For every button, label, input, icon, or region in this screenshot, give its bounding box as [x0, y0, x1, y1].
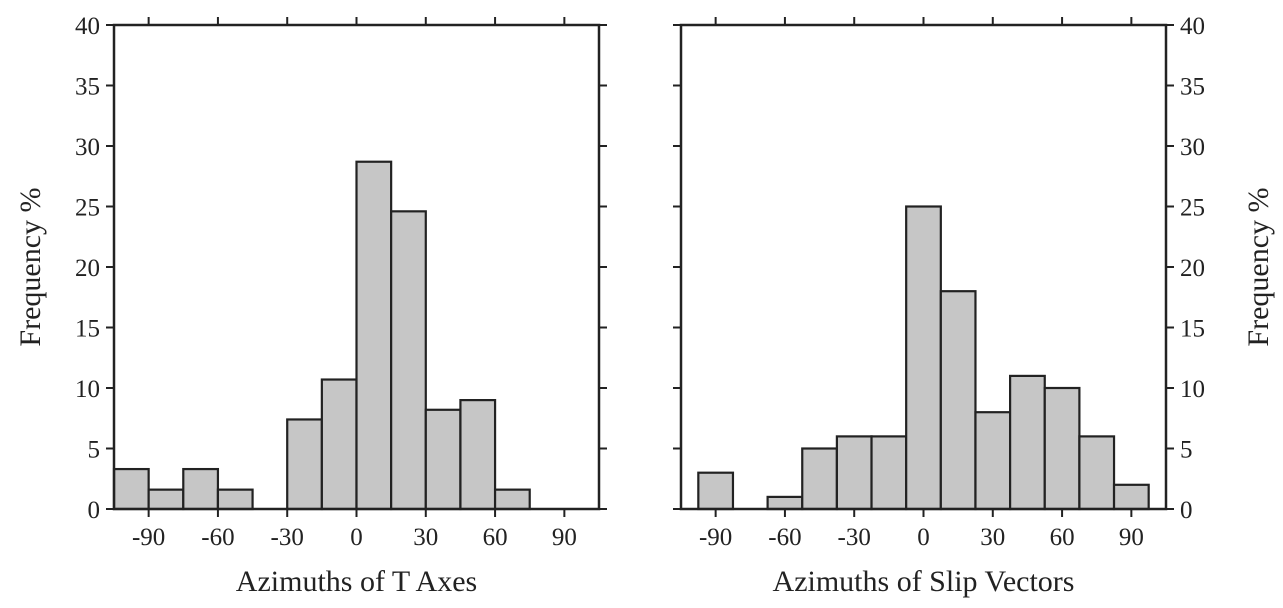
histogram-bar — [355, 160, 393, 511]
y-tick-label: 20 — [1180, 255, 1205, 282]
x-tick-label: -90 — [132, 524, 165, 551]
histogram-bar — [390, 210, 427, 511]
histogram-bar — [801, 447, 838, 511]
histogram-bar — [939, 290, 977, 511]
x-tick-label: 30 — [413, 524, 438, 551]
x-tick-label: -90 — [699, 524, 732, 551]
histogram-bar — [424, 408, 462, 511]
x-tick-label: 90 — [1119, 524, 1144, 551]
y-tick-label: 15 — [75, 316, 100, 343]
chart-panel-2: 0 5 10 15 20 25 30 35 40 -90 -60 -30 0 30 60 90 Azimuths… — [673, 13, 1275, 598]
x-tick-label: -30 — [838, 524, 871, 551]
x-tick-label: 60 — [483, 524, 508, 551]
y-tick-label: 40 — [75, 13, 100, 40]
y-axis-label: Frequency % — [1242, 187, 1275, 346]
x-tick-label: -30 — [271, 524, 304, 551]
histogram-bar — [286, 418, 323, 511]
x-tick-label: -60 — [768, 524, 801, 551]
y-tick-label: 5 — [1180, 437, 1193, 464]
y-tick-label: 35 — [1180, 74, 1205, 101]
y-tick-label: 5 — [88, 437, 101, 464]
y-tick-label: 30 — [1180, 134, 1205, 161]
y-tick-label: 30 — [75, 134, 100, 161]
y-tick-label: 10 — [75, 376, 100, 403]
histogram-bar — [697, 471, 735, 511]
x-tick-label: 0 — [917, 524, 930, 551]
y-tick-label: 35 — [75, 74, 100, 101]
histogram-bar — [870, 435, 908, 511]
y-tick-label: 25 — [75, 195, 100, 222]
histogram-bar — [974, 411, 1012, 511]
histogram-bar — [320, 378, 358, 511]
histogram-bar — [147, 488, 185, 511]
histogram-bar — [1009, 374, 1046, 511]
x-tick-label: 30 — [980, 524, 1005, 551]
y-tick-label: 25 — [1180, 195, 1205, 222]
histogram-bar — [493, 488, 531, 511]
histogram-bar — [905, 205, 942, 511]
histogram-bar — [1043, 386, 1081, 511]
x-tick-label: 60 — [1050, 524, 1075, 551]
x-axis-label: Azimuths of Slip Vectors — [773, 565, 1075, 598]
y-tick-label: 20 — [75, 255, 100, 282]
y-tick-label: 0 — [1180, 497, 1193, 524]
x-tick-label: 90 — [552, 524, 577, 551]
y-tick-label: 10 — [1180, 376, 1205, 403]
y-tick-label: 15 — [1180, 316, 1205, 343]
histogram-bar — [459, 399, 497, 511]
chart-panel-1: 0 5 10 15 20 25 30 35 40 -90 -60 -30 0 30 60 90 Azimuths… — [14, 13, 607, 598]
histogram-bar — [835, 435, 873, 511]
histogram-bar — [216, 488, 254, 511]
histogram-bar — [766, 495, 804, 511]
y-tick-label: 0 — [88, 497, 101, 524]
histogram-bar — [182, 467, 220, 511]
histogram-bar — [1112, 483, 1150, 511]
histogram-bar — [112, 467, 150, 511]
y-tick-label: 40 — [1180, 13, 1205, 40]
histogram-bar — [1078, 435, 1116, 511]
x-tick-label: 0 — [350, 524, 363, 551]
y-axis-label: Frequency % — [14, 187, 47, 346]
x-tick-label: -60 — [201, 524, 234, 551]
x-axis-label: Azimuths of T Axes — [236, 565, 477, 598]
